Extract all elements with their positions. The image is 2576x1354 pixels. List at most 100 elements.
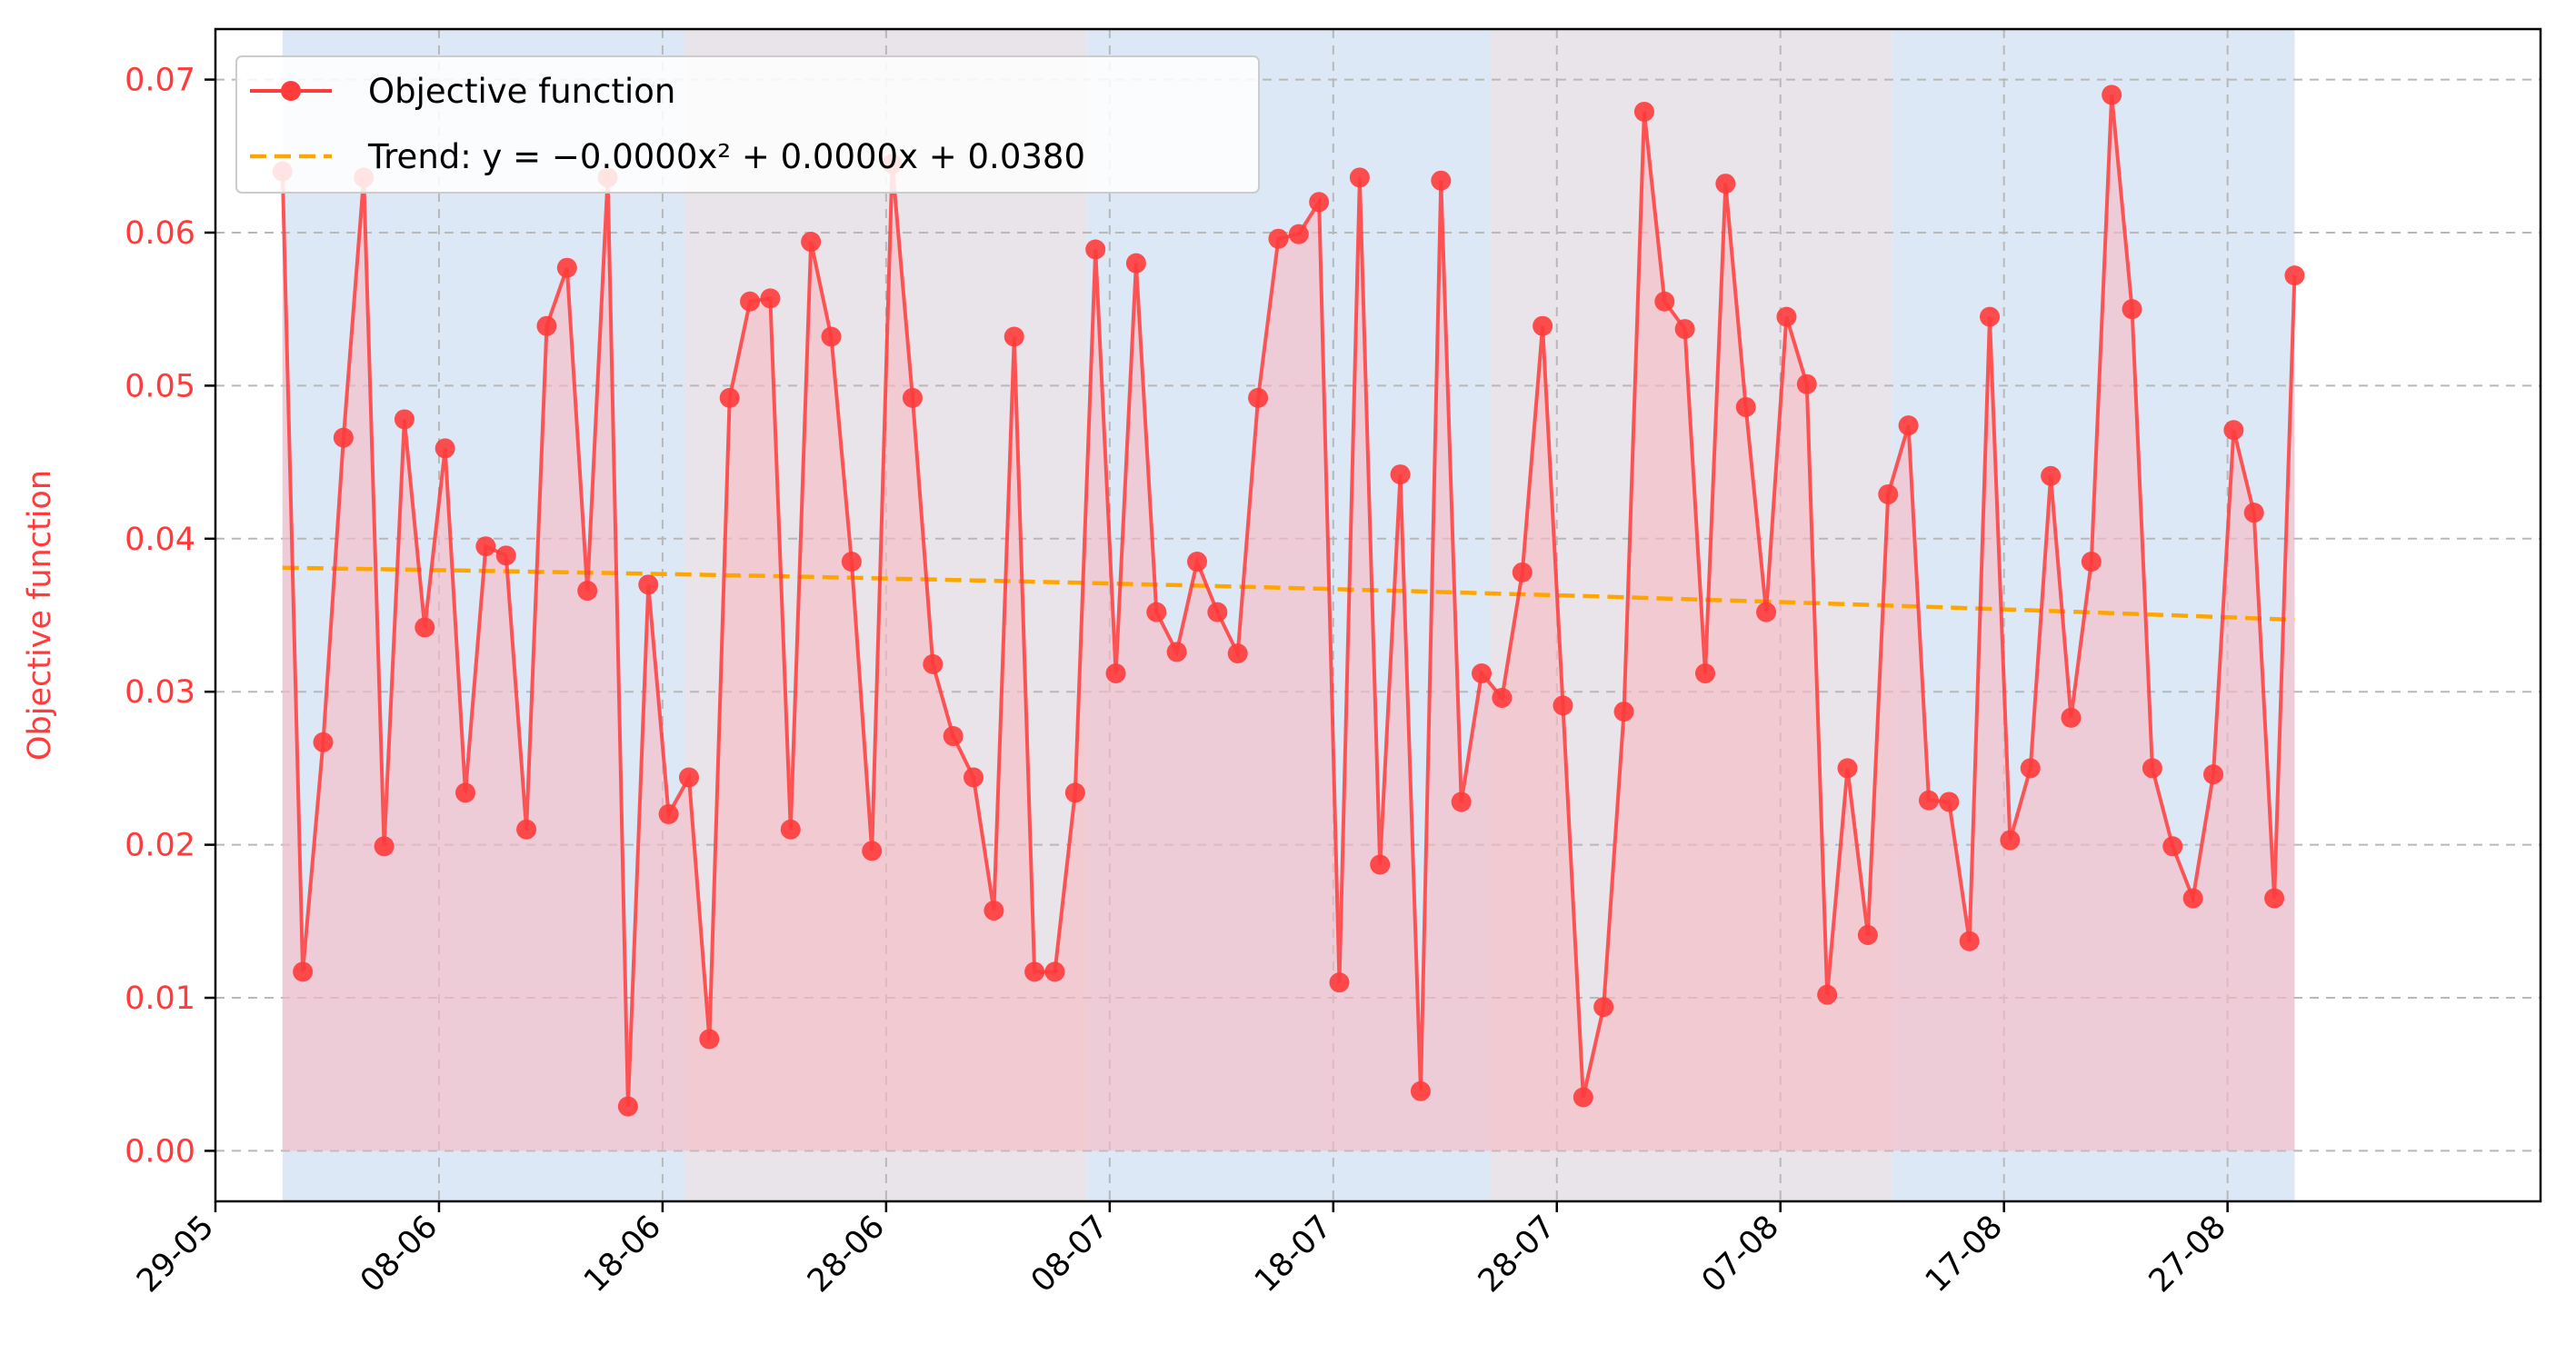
data-point-44 [1166,642,1187,662]
data-point-8 [434,438,455,459]
x-tick-label-8: 17-08 [1919,1209,2010,1299]
series-area-fill [282,95,2295,1151]
data-point-60 [1492,687,1513,708]
data-point-56 [1410,1080,1431,1101]
data-point-17 [617,1096,638,1117]
data-point-61 [1512,562,1533,582]
x-tick-label-2: 18-06 [577,1209,668,1299]
data-point-65 [1593,997,1614,1018]
data-point-73 [1756,602,1777,622]
data-point-50 [1288,224,1309,244]
data-point-28 [841,552,862,572]
legend-series-marker [281,81,301,101]
data-point-82 [1939,791,1960,812]
data-point-90 [2102,85,2122,105]
data-point-9 [455,782,476,803]
data-point-96 [2223,420,2244,441]
data-point-10 [475,536,496,557]
legend-box [235,55,1260,194]
data-point-79 [1878,483,1899,504]
y-tick-label-4: 0.04 [125,522,195,558]
data-point-54 [1370,854,1391,875]
y-tick-label-2: 0.02 [125,828,195,864]
data-point-18 [638,574,659,595]
data-point-37 [1024,961,1045,982]
data-point-67 [1633,101,1654,122]
data-point-12 [516,819,537,840]
x-tick-label-3: 28-06 [801,1209,892,1299]
x-tick-label-7: 07-08 [1695,1209,1786,1299]
legend-trend-label: Trend: y = −0.0000x² + 0.0000x + 0.0380 [367,137,1085,176]
y-tick-label-3: 0.03 [125,674,195,711]
data-point-91 [2122,299,2142,320]
data-point-29 [862,841,883,861]
data-point-2 [313,732,334,752]
data-point-5 [374,836,394,857]
series-line [280,95,2297,1107]
data-point-99 [2284,265,2305,286]
data-point-94 [2182,888,2203,909]
x-axis: 29-05 08-06 18-06 28-06 08-07 18-07 28-07 07-08… [130,1201,2233,1299]
data-point-74 [1776,306,1797,327]
x-tick-label-9: 27-08 [2142,1209,2233,1299]
y-axis-label: Objective function [22,470,58,761]
data-point-89 [2081,552,2102,572]
data-point-68 [1654,291,1675,312]
data-point-84 [1980,306,2001,327]
data-point-38 [1044,961,1065,982]
data-point-40 [1085,239,1106,260]
data-point-43 [1146,602,1167,622]
y-tick-label-1: 0.01 [125,981,195,1017]
data-point-66 [1613,702,1634,722]
data-point-57 [1431,170,1452,191]
data-point-78 [1857,924,1878,945]
data-point-42 [1125,253,1146,274]
data-point-27 [821,326,842,347]
data-point-15 [577,581,598,602]
data-point-35 [983,901,1004,921]
data-point-80 [1898,415,1919,436]
y-axis: 0.00 0.01 0.02 0.03 0.04 0.05 0.06 0.07 [125,63,215,1170]
data-point-97 [2243,503,2264,523]
data-point-19 [658,803,679,824]
data-point-92 [2142,758,2162,779]
data-point-81 [1918,790,1939,811]
data-point-70 [1694,662,1715,683]
data-point-87 [2041,465,2062,486]
data-point-55 [1390,464,1411,485]
data-point-13 [536,315,557,336]
y-tick-label-5: 0.05 [125,368,195,404]
data-point-75 [1796,373,1817,394]
data-point-3 [333,427,354,448]
data-point-69 [1674,319,1695,340]
data-point-59 [1472,662,1493,683]
data-point-63 [1553,695,1573,716]
data-point-48 [1248,387,1269,408]
data-point-88 [2061,707,2082,728]
data-point-85 [2000,830,2021,851]
data-point-6 [394,409,414,430]
data-point-86 [2020,758,2041,779]
data-point-52 [1329,972,1350,993]
data-point-72 [1735,396,1756,417]
data-point-21 [699,1029,720,1050]
data-point-22 [719,387,740,408]
data-point-24 [760,288,781,309]
data-point-33 [943,726,964,747]
x-tick-label-5: 18-07 [1248,1209,1339,1299]
data-point-76 [1817,984,1838,1005]
data-point-11 [495,545,516,566]
data-point-77 [1837,758,1858,779]
data-point-51 [1309,192,1330,213]
data-point-31 [902,387,923,408]
data-point-7 [414,617,435,638]
data-point-20 [678,767,699,788]
data-point-14 [556,257,577,278]
data-point-93 [2162,836,2183,857]
x-tick-label-0: 29-05 [130,1209,221,1299]
data-point-25 [780,819,801,840]
data-point-98 [2264,888,2285,909]
data-point-32 [923,653,944,674]
data-point-26 [801,232,822,253]
